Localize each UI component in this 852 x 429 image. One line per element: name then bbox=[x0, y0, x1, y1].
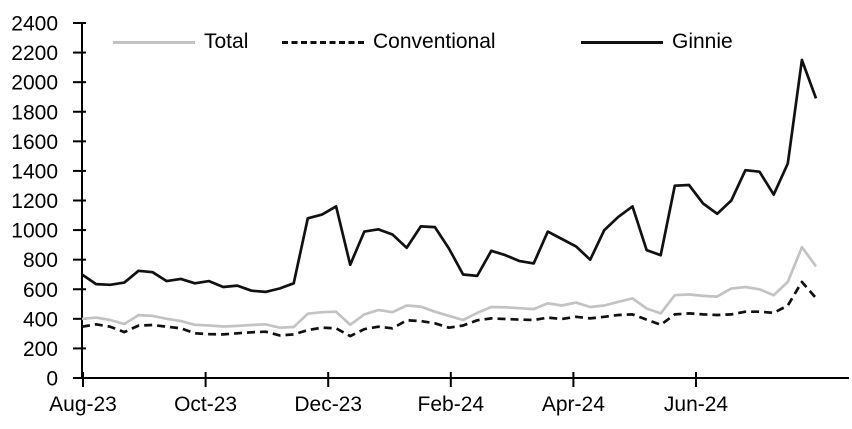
x-axis-tick-label: Apr-24 bbox=[542, 393, 605, 416]
x-axis-tick-label: Dec-23 bbox=[294, 393, 362, 416]
ginnie-line-swatch bbox=[581, 40, 663, 44]
y-axis-tick-label: 400 bbox=[23, 308, 58, 331]
x-axis-tick-label: Aug-23 bbox=[49, 393, 117, 416]
y-axis-tick-label: 1800 bbox=[11, 101, 58, 124]
y-axis-tick-label: 1600 bbox=[11, 131, 58, 154]
y-axis-tick-label: 2200 bbox=[11, 42, 58, 65]
legend-item-ginnie: Ginnie bbox=[581, 28, 733, 56]
y-axis-tick-label: 600 bbox=[23, 279, 58, 302]
x-axis-tick-label: Feb-24 bbox=[418, 393, 485, 416]
y-axis-tick-label: 800 bbox=[23, 249, 58, 272]
legend-label-ginnie: Ginnie bbox=[672, 30, 733, 53]
legend-item-total: Total bbox=[113, 28, 248, 56]
legend-label-conventional: Conventional bbox=[373, 30, 496, 53]
x-axis-tick-label: Oct-23 bbox=[174, 393, 237, 416]
y-axis-tick-label: 0 bbox=[46, 368, 58, 391]
y-axis-tick-label: 1000 bbox=[11, 220, 58, 243]
conventional-line-swatch bbox=[282, 40, 364, 44]
y-axis-tick-label: 2000 bbox=[11, 72, 58, 95]
total-line-swatch bbox=[113, 40, 195, 44]
series-line-ginnie bbox=[81, 58, 818, 294]
y-axis-tick-label: 1400 bbox=[11, 160, 58, 183]
y-axis-tick-label: 1200 bbox=[11, 190, 58, 213]
y-axis-tick-label: 2400 bbox=[11, 13, 58, 36]
legend-label-total: Total bbox=[204, 30, 249, 53]
x-axis-tick-label: Jun-24 bbox=[664, 393, 729, 416]
y-axis-tick-label: 200 bbox=[23, 338, 58, 361]
legend: Total Conventional Ginnie bbox=[0, 28, 852, 56]
series-line-total bbox=[81, 245, 818, 330]
series-line-conventional bbox=[81, 280, 818, 338]
legend-item-conventional: Conventional bbox=[282, 28, 496, 56]
